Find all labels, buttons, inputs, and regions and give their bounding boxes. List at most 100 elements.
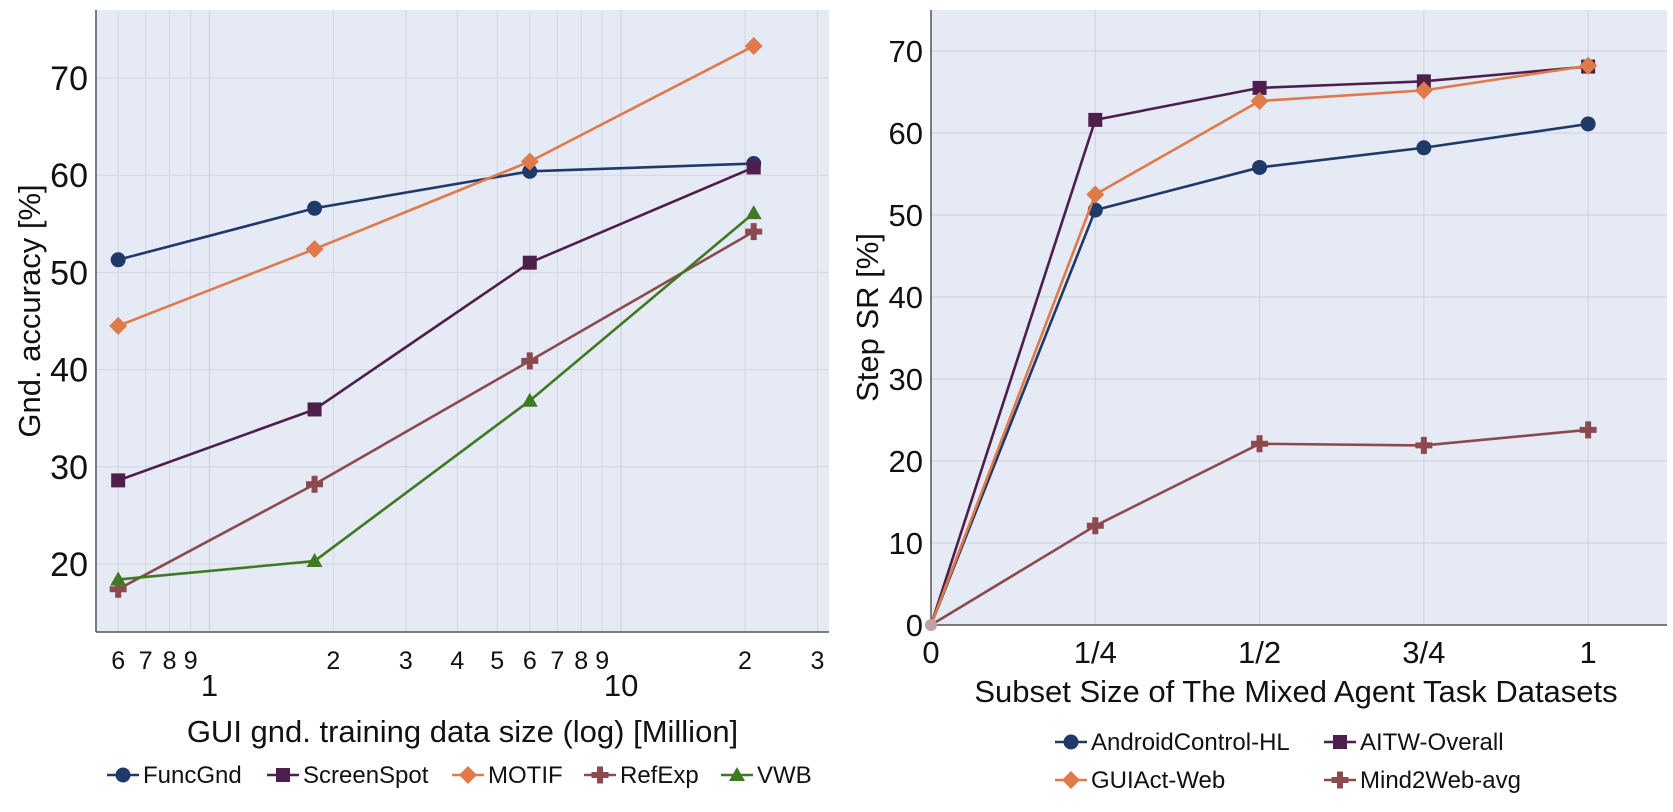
data-point-androidcontrol-hl (1252, 159, 1268, 175)
data-point-androidcontrol-hl (1416, 140, 1432, 156)
legend-item-funcgnd: FuncGnd (107, 762, 242, 789)
data-point-aitw-overall (1416, 74, 1431, 89)
series-line-refexp (117, 230, 755, 591)
data-point-refexp (521, 352, 539, 370)
x-minor-tick-label: 4 (450, 647, 464, 675)
data-point-androidcontrol-hl (1580, 116, 1596, 132)
x-minor-tick-label: 5 (490, 647, 504, 675)
data-point-screenspot (111, 473, 126, 488)
data-point-refexp (109, 580, 127, 598)
legend-item-aitw-overall: AITW-Overall (1324, 729, 1504, 756)
series-vwb (110, 205, 762, 586)
y-tick-label: 40 (889, 280, 923, 315)
data-point-funcgnd (110, 252, 126, 268)
data-point-mind2web-avg (1251, 435, 1269, 453)
series-line-screenspot (117, 166, 755, 482)
x-minor-tick-label: 3 (399, 647, 413, 675)
ticks-right: 0 10 20 30 40 50 60 70 0 1/4 1/2 3/4 1 (889, 34, 1597, 670)
y-tick-label: 50 (50, 254, 88, 292)
y-tick-label: 10 (889, 526, 923, 561)
series-motif (109, 36, 763, 335)
x-minor-tick-label: 3 (811, 647, 825, 675)
series-line-vwb (118, 212, 755, 581)
x-minor-tick-label: 9 (184, 647, 198, 675)
x-axis-title-left: GUI gnd. training data size (log) [Milli… (187, 714, 738, 749)
legend-label: FuncGnd (143, 762, 242, 789)
legend-label: RefExp (620, 762, 699, 789)
legend-right: AndroidControl-HL AITW-Overall GUIAct-Web M… (1055, 729, 1521, 794)
legend-marker-motif (459, 766, 477, 784)
data-point-guiact-web (1086, 185, 1105, 204)
legend-marker-guiact-web (1062, 771, 1080, 789)
legend-label: ScreenSpot (303, 762, 429, 789)
x-axis-title-right: Subset Size of The Mixed Agent Task Data… (974, 674, 1617, 709)
y-tick-label: 60 (50, 157, 88, 195)
data-point-motif (305, 240, 324, 259)
x-major-tick-label: 1 (201, 668, 218, 703)
data-point-guiact-web (1414, 81, 1433, 100)
x-minor-tick-label: 6 (523, 647, 537, 675)
y-tick-label: 50 (889, 198, 923, 233)
legend-marker-funcgnd (115, 767, 131, 783)
x-minor-tick-label: 7 (139, 647, 153, 675)
x-minor-tick-label: 7 (550, 647, 564, 675)
series-mind2web-avg (930, 421, 1597, 627)
data-point-mind2web-avg (1086, 517, 1104, 535)
data-point-screenspot (307, 402, 322, 417)
data-point-motif (744, 36, 763, 55)
chart-right: 0 10 20 30 40 50 60 70 0 1/4 1/2 3/4 1 Subset Size of… (850, 10, 1667, 794)
origin-point (925, 619, 937, 631)
legend-marker-refexp (591, 766, 609, 784)
data-point-vwb (306, 553, 323, 568)
legend-item-androidcontrol-hl: AndroidControl-HL (1055, 729, 1290, 756)
legend-item-screenspot: ScreenSpot (267, 762, 429, 789)
legend-label: MOTIF (488, 762, 563, 789)
data-point-funcgnd (307, 200, 323, 216)
x-tick-label: 1 (1580, 635, 1597, 670)
legend-item-refexp: RefExp (584, 762, 699, 789)
x-minor-tick-label: 8 (574, 647, 588, 675)
data-point-vwb (745, 205, 762, 220)
legend-label: Mind2Web-avg (1360, 767, 1521, 794)
legend-label: AITW-Overall (1360, 729, 1504, 756)
legend-marker-mind2web-avg (1331, 771, 1349, 789)
y-tick-label: 70 (50, 60, 88, 98)
legend-marker-aitw-overall (1333, 735, 1347, 749)
legend-left: FuncGnd ScreenSpot MOTIF RefExp VWB (107, 762, 812, 789)
x-minor-tick-label: 2 (738, 647, 752, 675)
y-axis-title-left: Gnd. accuracy [%] (12, 184, 47, 437)
x-minor-tick-label: 8 (163, 647, 177, 675)
data-point-aitw-overall (1088, 112, 1103, 127)
series-guiact-web (929, 56, 1598, 626)
legend-label: VWB (757, 762, 812, 789)
series-line-funcgnd (117, 162, 754, 262)
legend-marker-vwb (729, 767, 745, 781)
y-tick-label: 20 (889, 444, 923, 479)
series-refexp (109, 223, 763, 598)
plot-area-left (96, 10, 829, 632)
data-point-vwb (110, 571, 127, 586)
y-tick-label: 70 (889, 34, 923, 69)
legend-marker-androidcontrol-hl (1063, 734, 1079, 750)
x-tick-label: 1/4 (1074, 635, 1117, 670)
data-point-funcgnd (522, 163, 538, 179)
series-line-motif (117, 44, 755, 328)
y-tick-label: 30 (889, 362, 923, 397)
legend-item-vwb: VWB (721, 762, 812, 789)
y-tick-label: 20 (50, 546, 88, 584)
data-point-refexp (306, 475, 324, 493)
y-tick-label: 60 (889, 116, 923, 151)
x-major-tick-label: 10 (604, 668, 638, 703)
data-point-motif (520, 152, 539, 171)
x-tick-label: 0 (922, 635, 939, 670)
data-point-mind2web-avg (1579, 421, 1597, 439)
y-tick-label: 30 (50, 449, 88, 487)
data-point-guiact-web (1250, 92, 1269, 111)
legend-item-guiact-web: GUIAct-Web (1055, 767, 1225, 794)
x-tick-label: 3/4 (1402, 635, 1445, 670)
data-point-screenspot (522, 255, 537, 270)
